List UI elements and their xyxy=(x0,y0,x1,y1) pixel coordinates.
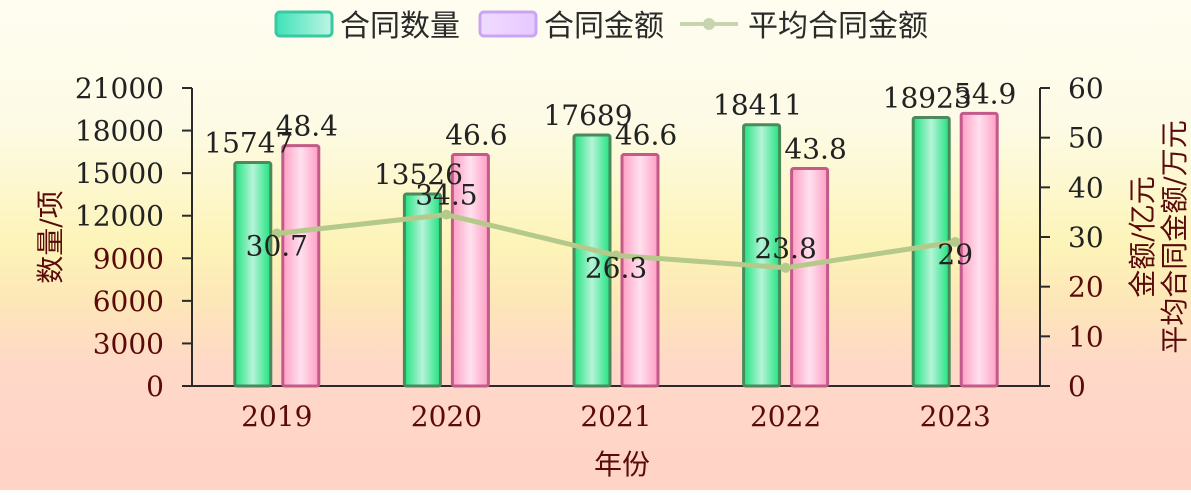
bars-amount xyxy=(281,111,999,388)
bars-contracts xyxy=(233,115,951,388)
bar-amount-2023 xyxy=(959,111,999,388)
x-tick-label: 2019 xyxy=(241,400,312,433)
data-label-amount: 46.6 xyxy=(445,119,507,152)
data-label-average: 26.3 xyxy=(585,251,647,284)
legend-marker-average xyxy=(703,18,715,30)
left-tick-label: 3000 xyxy=(93,327,164,360)
bar-contracts-2019 xyxy=(233,161,273,388)
legend-label-average: 平均合同金额 xyxy=(748,9,928,44)
x-axis-title: 年份 xyxy=(594,448,650,481)
x-tick-label: 2020 xyxy=(411,400,482,433)
bar-contracts-2021 xyxy=(572,133,612,388)
data-label-average: 23.8 xyxy=(754,232,816,265)
x-tick-label: 2023 xyxy=(920,400,991,433)
right-tick-label: 10 xyxy=(1068,320,1104,353)
bar-amount-2019 xyxy=(281,144,321,388)
data-label-amount: 48.4 xyxy=(276,110,338,143)
average-point-2021 xyxy=(611,250,621,261)
data-label-average: 29 xyxy=(937,238,973,271)
left-axis-title: 数量/项 xyxy=(34,190,67,283)
legend: 合同数量 合同金额 平均合同金额 xyxy=(274,9,928,44)
data-label-average: 34.5 xyxy=(415,179,477,212)
legend-swatch-contracts xyxy=(274,10,334,38)
average-point-2020 xyxy=(441,209,452,220)
average-line xyxy=(271,209,961,273)
legend-swatch-amount xyxy=(478,10,538,38)
data-label-contracts: 18411 xyxy=(713,89,802,122)
bar-contracts-2020 xyxy=(402,192,442,388)
bar-amount-2021 xyxy=(620,153,660,388)
average-point-2022 xyxy=(780,262,791,273)
left-tick-label: 18000 xyxy=(75,115,164,148)
data-label-amount: 54.9 xyxy=(954,77,1016,110)
bar-amount-2020 xyxy=(450,153,490,388)
left-tick-label: 0 xyxy=(146,370,164,403)
average-point-2019 xyxy=(271,228,282,239)
x-tick-label: 2021 xyxy=(580,400,651,433)
bar-amount-2022 xyxy=(790,166,830,388)
right-tick-label: 30 xyxy=(1068,221,1104,254)
right-tick-label: 60 xyxy=(1068,72,1104,105)
right-axis-title: 金额/亿元 xyxy=(1126,176,1159,297)
legend-label-contracts: 合同数量 xyxy=(340,9,460,44)
bar-contracts-2022 xyxy=(742,123,782,388)
x-ticks: 2019 2020 2021 2022 2023 xyxy=(241,400,991,433)
right-tick-label: 40 xyxy=(1068,171,1104,204)
left-tick-label: 9000 xyxy=(93,242,164,275)
right-ticks: 0 10 20 30 40 50 60 xyxy=(1040,72,1104,403)
left-tick-label: 15000 xyxy=(75,157,164,190)
legend-label-amount: 合同金额 xyxy=(544,9,664,44)
data-label-amount: 43.8 xyxy=(784,132,846,165)
left-ticks: 0 3000 6000 9000 12000 15000 18000 21000 xyxy=(75,72,192,403)
x-tick-label: 2022 xyxy=(750,400,821,433)
bar-contracts-2023 xyxy=(911,115,951,388)
data-label-average: 30.7 xyxy=(246,230,308,263)
data-label-contracts: 18923 xyxy=(883,81,972,114)
right-axis-title-secondary: 平均合同金额/万元 xyxy=(1158,120,1191,353)
data-label-contracts: 17689 xyxy=(543,99,632,132)
average-point-2023 xyxy=(950,236,961,247)
data-label-contracts: 13526 xyxy=(374,158,463,191)
right-tick-label: 50 xyxy=(1068,122,1104,155)
right-tick-label: 0 xyxy=(1068,370,1086,403)
data-label-amount: 46.6 xyxy=(615,119,677,152)
left-tick-label: 6000 xyxy=(93,285,164,318)
left-tick-label: 12000 xyxy=(75,200,164,233)
data-labels: 1574748.41352646.61768946.61841143.81892… xyxy=(204,77,1016,284)
right-tick-label: 20 xyxy=(1068,271,1104,304)
data-label-contracts: 15747 xyxy=(204,127,293,160)
left-tick-label: 21000 xyxy=(75,72,164,105)
